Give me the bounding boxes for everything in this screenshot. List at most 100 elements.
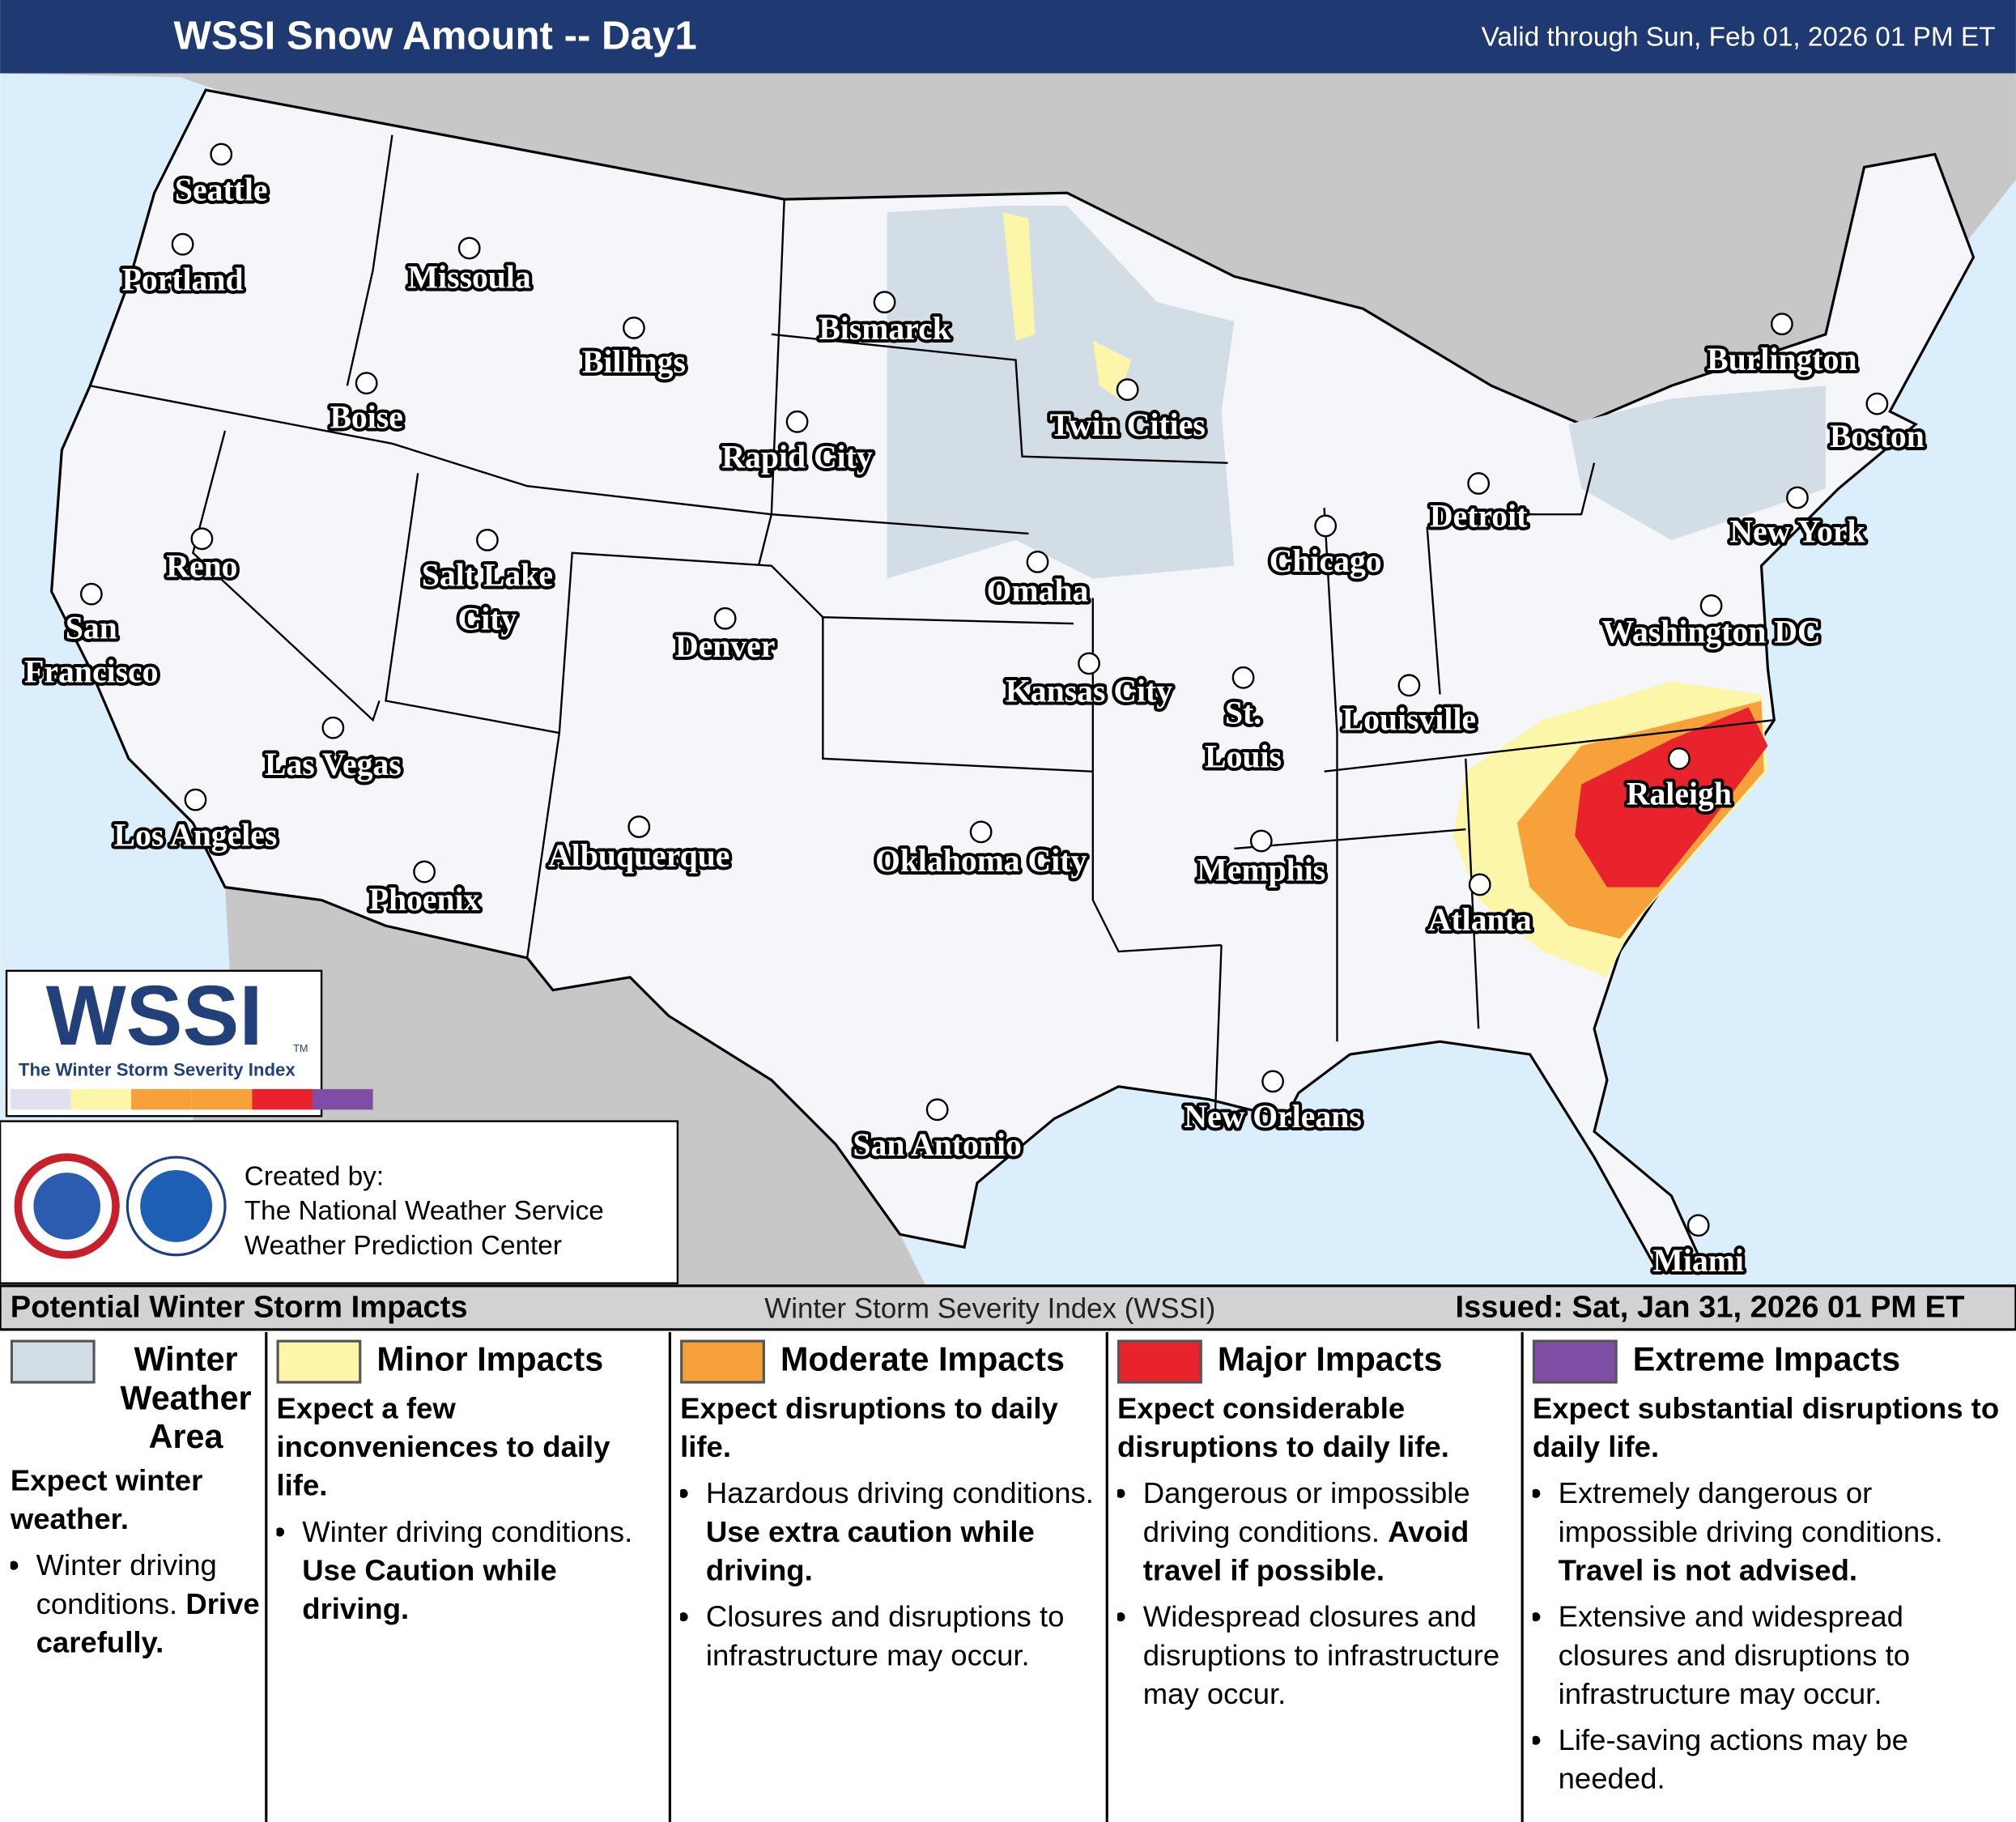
bullet-text: Widespread closures and disruptions to i… <box>1142 1599 1500 1710</box>
city-dot <box>457 236 481 260</box>
bullet-text: Life-saving actions may be needed. <box>1558 1722 1908 1795</box>
nws-logo-inner <box>33 1173 100 1240</box>
logo-strip-segment <box>252 1088 313 1110</box>
bullet-bold: Drive carefully. <box>36 1586 260 1659</box>
city-dot <box>713 607 737 630</box>
city-label: Boston <box>1830 419 1925 454</box>
city-label: Raleigh <box>1627 777 1732 812</box>
canada <box>0 73 2016 424</box>
legend-head: Minor Impacts <box>276 1339 666 1384</box>
legend-summary: Expect a few inconveniences to daily lif… <box>276 1391 610 1502</box>
logo-strip <box>10 1088 373 1110</box>
city-label: Missoula <box>408 259 531 295</box>
city-dot <box>873 291 896 314</box>
city-label: Seattle <box>175 172 268 207</box>
bullet-text: Extremely dangerous or impossible drivin… <box>1558 1475 1943 1548</box>
legend-title: Potential Winter Storm Impacts <box>11 1291 468 1325</box>
bullet-bold: Use Caution while driving. <box>302 1553 557 1626</box>
city-dot <box>925 1098 949 1122</box>
city-dot <box>1686 1214 1710 1237</box>
city-dot <box>413 860 436 883</box>
legend-issued: Issued: Sat, Jan 31, 2026 01 PM ET <box>1456 1291 1965 1325</box>
legend-bullets: Winter driving conditions. Drive careful… <box>11 1546 262 1662</box>
city-label: Reno <box>166 549 237 585</box>
city-label: Atlanta <box>1428 902 1532 938</box>
credits-line: Weather Prediction Center <box>245 1231 562 1261</box>
city-dot <box>627 815 651 838</box>
legend-column-body: Minor Impacts Expect a few inconveniences… <box>276 1339 666 1628</box>
city-label: Louis <box>1205 739 1282 775</box>
legend-bullet: Extensive and widespread closures and di… <box>1559 1597 2011 1713</box>
major-impacts <box>1575 707 1768 888</box>
minor-impacts <box>1002 211 1132 399</box>
header-valid: Valid through Sun, Feb 01, 2026 01 PM ET <box>1482 22 1996 52</box>
legend-bullet: Closures and disruptions to infrastructu… <box>706 1597 1102 1674</box>
city-label: Los Angeles <box>114 817 278 853</box>
logo-strip-segment <box>10 1088 71 1110</box>
city-label: Burlington <box>1707 342 1857 377</box>
legend-summary: Expect winter weather. <box>10 1462 203 1535</box>
city-dot <box>1397 674 1421 697</box>
legend-bullet: Extremely dangerous or impossible drivin… <box>1559 1474 2011 1590</box>
city-dot <box>1667 747 1691 770</box>
logo-strip-segment <box>131 1088 192 1110</box>
city-label: Detroit <box>1430 499 1528 534</box>
city-label: City <box>458 602 517 637</box>
logo-subtitle: The Winter Storm Severity Index <box>19 1060 296 1080</box>
city-dot <box>1261 1070 1284 1093</box>
legend-column: Extreme Impacts Expect substantial disrup… <box>1533 1340 2011 1819</box>
logo-text: WSSI <box>46 968 263 1063</box>
city-label: San <box>66 611 117 646</box>
legend-name: Major Impacts <box>1217 1339 1443 1379</box>
city-dot <box>1078 652 1100 675</box>
city-label: Louisville <box>1342 701 1476 737</box>
legend-bullet: Dangerous or impossible driving conditio… <box>1143 1474 1517 1590</box>
bullet-text: Extensive and widespread closures and di… <box>1558 1599 1911 1710</box>
winter-weather-area <box>1568 385 1826 540</box>
legend-column-body: Major Impacts Expect considerable disrupt… <box>1116 1339 1517 1713</box>
legend-column-body: Extreme Impacts Expect substantial disrup… <box>1532 1339 2011 1798</box>
city-dot <box>190 527 214 551</box>
header-bar <box>0 0 2016 74</box>
legend-swatch <box>1532 1339 1618 1384</box>
legend-bullets: Dangerous or impossible driving conditio… <box>1117 1474 1517 1713</box>
city-dot <box>184 788 207 811</box>
bullet-text: Dangerous or impossible driving conditio… <box>1142 1475 1470 1548</box>
legend-bullet: Hazardous driving conditions. Use extra … <box>706 1474 1102 1590</box>
city-dot <box>1699 594 1723 617</box>
city-label: Portland <box>122 262 244 297</box>
city-label: San Antonio <box>853 1127 1021 1163</box>
city-label: Twin Cities <box>1050 407 1206 443</box>
city-label: Omaha <box>987 573 1089 609</box>
city-dot <box>969 820 993 844</box>
credits-line: The National Weather Service <box>245 1196 604 1226</box>
city-dot <box>1249 829 1273 853</box>
city-label: Chicago <box>1270 543 1382 579</box>
cities: Seattle Portland Missoula Billings Bismarck B… <box>21 143 1928 1282</box>
city-dot <box>476 529 499 551</box>
legend-head: Moderate Impacts <box>680 1339 1102 1384</box>
city-dot <box>1231 666 1255 689</box>
city-label: St. <box>1225 696 1261 731</box>
city-dot <box>623 317 645 339</box>
city-label: Boise <box>330 399 402 435</box>
legend-bullets: Hazardous driving conditions. Use extra … <box>680 1474 1102 1675</box>
us-outline <box>50 88 1976 1275</box>
city-label: Francisco <box>24 654 158 690</box>
legend-name: Winter Weather Area <box>120 1339 252 1456</box>
state-lines <box>90 134 1775 1119</box>
logo-strip-segment <box>70 1088 132 1110</box>
winter-weather-area <box>887 206 1235 579</box>
city-label: Miami <box>1652 1243 1743 1279</box>
city-dot <box>1770 313 1793 336</box>
city-dot <box>210 143 233 166</box>
city-label: Bismarck <box>819 311 951 347</box>
city-label: New York <box>1729 514 1865 550</box>
legend-head: Major Impacts <box>1116 1339 1517 1384</box>
city-dot <box>79 582 103 606</box>
city-dot <box>1467 472 1491 495</box>
city-label: New Orleans <box>1184 1099 1361 1134</box>
legend-center: Winter Storm Severity Index (WSSI) <box>764 1292 1215 1324</box>
